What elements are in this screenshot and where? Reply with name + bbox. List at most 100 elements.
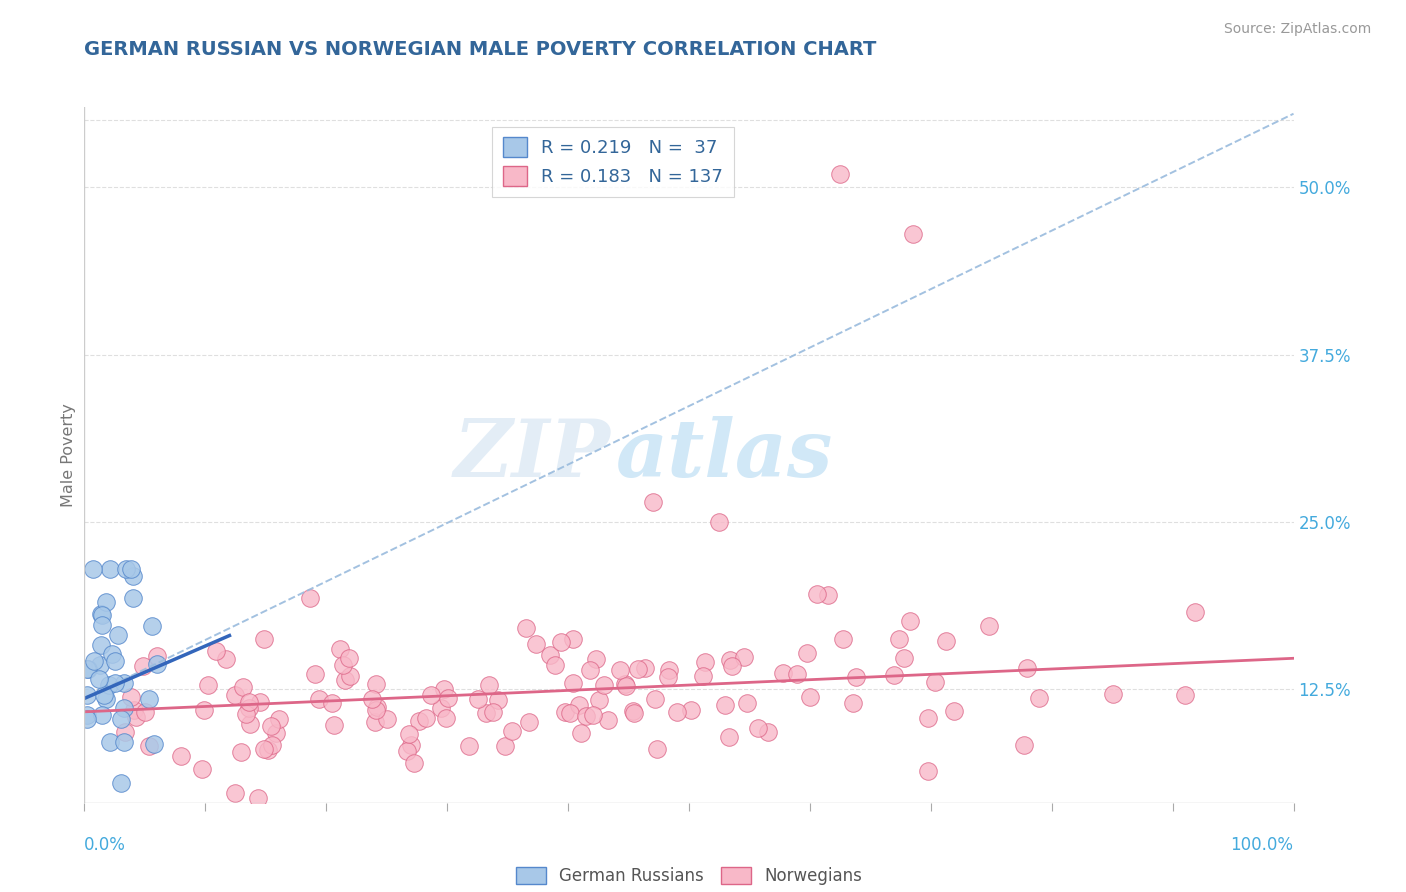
Point [799,690,821,704]
Point [893,651,915,665]
Point [329,642,352,657]
Point [366,700,388,714]
Point [561,632,583,647]
Point [538,648,561,663]
Point [120,562,142,576]
Point [114,725,136,739]
Point [122,568,145,582]
Point [146,648,169,663]
Point [474,706,496,721]
Point [96,691,118,706]
Point [494,739,516,754]
Point [77,663,100,677]
Point [735,697,758,711]
Point [122,703,145,717]
Point [831,632,853,646]
Text: GERMAN RUSSIAN VS NORWEGIAN MALE POVERTY CORRELATION CHART: GERMAN RUSSIAN VS NORWEGIAN MALE POVERTY… [84,40,877,59]
Point [568,698,591,712]
Point [364,714,387,729]
Point [1017,661,1039,675]
Point [544,657,567,672]
Point [747,721,769,735]
Point [215,652,238,666]
Point [98,735,121,749]
Point [917,764,939,779]
Point [138,692,160,706]
Point [623,706,645,720]
Point [614,679,637,693]
Point [90,607,112,621]
Point [112,700,135,714]
Point [238,701,260,715]
Point [554,705,576,719]
Point [364,703,387,717]
Point [224,786,246,800]
Point [333,673,356,688]
Legend: R = 0.219   N =  37, R = 0.183   N = 137: R = 0.219 N = 37, R = 0.183 N = 137 [492,127,734,197]
Point [482,705,505,719]
Point [256,743,278,757]
Point [83,654,105,668]
Point [569,726,592,740]
Point [76,708,98,723]
Point [924,675,946,690]
Point [517,714,540,729]
Point [457,739,479,754]
Point [658,663,681,677]
Point [898,614,921,628]
Point [239,717,262,731]
Point [246,791,269,805]
Point [977,619,1000,633]
Text: 100.0%: 100.0% [1230,837,1294,855]
Point [91,708,114,723]
Point [396,744,419,758]
Point [110,712,132,726]
Point [120,690,142,704]
Text: atlas: atlas [616,417,834,493]
Point [1102,687,1125,701]
Point [575,708,598,723]
Point [645,742,668,756]
Point [337,651,360,665]
Point [76,712,98,726]
Point [121,591,143,606]
Point [467,691,489,706]
Point [1184,605,1206,619]
Point [134,705,156,719]
Point [585,652,607,666]
Point [110,776,132,790]
Point [375,712,398,726]
Point [641,494,664,508]
Point [772,665,794,680]
Point [132,659,155,673]
Point [830,167,852,181]
Point [1028,691,1050,706]
Point [721,658,744,673]
Point [806,587,828,601]
Point [627,663,650,677]
Point [718,730,741,744]
Point [621,704,644,718]
Point [693,655,716,669]
Point [560,706,582,721]
Point [486,693,509,707]
Point [644,692,666,706]
Point [709,515,731,529]
Text: ZIP: ZIP [454,417,610,493]
Point [733,650,755,665]
Point [191,762,214,776]
Point [665,705,688,719]
Point [98,678,121,692]
Point [1014,738,1036,752]
Point [845,669,868,683]
Point [692,669,714,683]
Point [146,657,169,671]
Point [114,562,136,576]
Point [756,724,779,739]
Point [477,678,499,692]
Point [82,562,104,576]
Text: Source: ZipAtlas.com: Source: ZipAtlas.com [1223,22,1371,37]
Point [101,647,124,661]
Point [308,691,330,706]
Point [713,698,735,712]
